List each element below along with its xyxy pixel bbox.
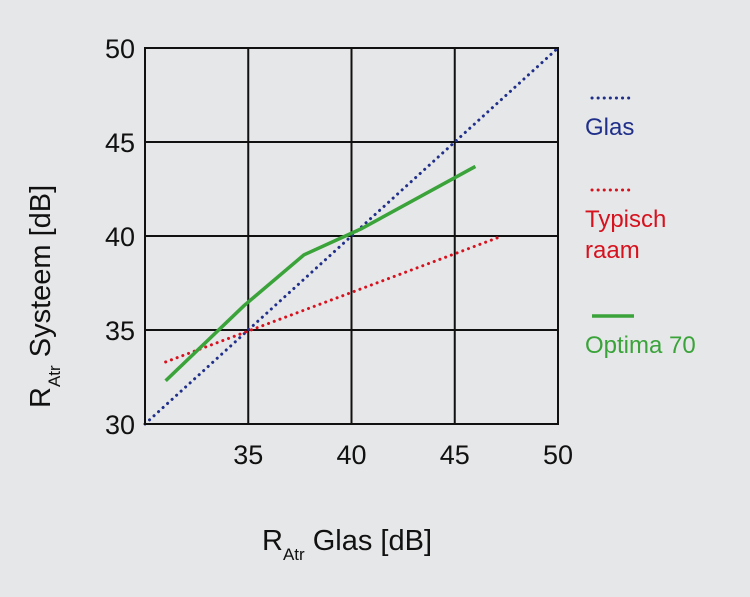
x-axis-title-rest: Glas [dB] — [305, 525, 432, 557]
x-tick-label: 40 — [336, 440, 366, 470]
legend-label-optima-70: Optima 70 — [585, 332, 696, 359]
x-axis-title-subscript: Atr — [283, 545, 305, 564]
y-tick-label: 30 — [105, 410, 135, 440]
x-tick-label: 45 — [440, 440, 470, 470]
y-axis-title: RAtr Systeem [dB] — [25, 185, 64, 408]
y-tick-label: 45 — [105, 128, 135, 158]
y-axis-title-subscript: Atr — [45, 365, 64, 387]
tick-labels: 35 40 45 50 30 35 40 45 50 — [105, 34, 573, 470]
legend-label-glas: Glas — [585, 114, 634, 141]
x-tick-label: 35 — [233, 440, 263, 470]
x-axis-title-main: R — [262, 525, 283, 557]
series-glas — [143, 46, 560, 426]
y-tick-label: 50 — [105, 34, 135, 64]
series-layer — [143, 46, 560, 426]
legend-label-typisch-raam: Typisch raam — [585, 206, 666, 264]
y-tick-label: 35 — [105, 316, 135, 346]
y-tick-label: 40 — [105, 222, 135, 252]
x-axis-title: RAtr Glas [dB] — [262, 525, 432, 564]
series-typisch-raam — [164, 234, 504, 364]
x-tick-label: 50 — [543, 440, 573, 470]
plot-frame — [144, 47, 559, 425]
legend: Glas Typisch raam Optima 70 — [585, 96, 696, 359]
y-axis-title-main: R — [25, 387, 57, 408]
series-optima-70 — [164, 164, 477, 383]
y-axis-title-rest: Systeem [dB] — [25, 185, 57, 366]
